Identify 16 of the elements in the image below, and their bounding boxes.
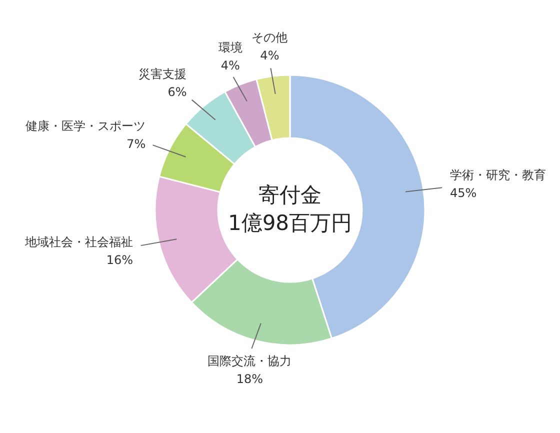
data-label: 4% bbox=[220, 58, 240, 73]
data-label: 18% bbox=[236, 372, 264, 386]
data-label: 6% bbox=[168, 84, 187, 99]
data-label: 4% bbox=[260, 48, 280, 62]
slice-label: その他 bbox=[252, 30, 288, 44]
slice-label: 健康・医学・スポーツ bbox=[26, 119, 146, 134]
text: 寄付金 bbox=[258, 183, 322, 207]
data-label: 7% bbox=[126, 137, 146, 152]
slice-label: 地域社会・社会福祉 bbox=[24, 235, 134, 250]
text: 1億98百万円 bbox=[228, 211, 352, 235]
slice-label: 学術・研究・教育 bbox=[450, 168, 546, 182]
slice-label: 国際交流・協力 bbox=[208, 354, 292, 368]
slice-label: 環境 bbox=[218, 40, 242, 55]
slice-label: 災害支援 bbox=[138, 66, 187, 81]
data-label: 45% bbox=[450, 186, 477, 200]
data-label: 16% bbox=[106, 253, 134, 268]
